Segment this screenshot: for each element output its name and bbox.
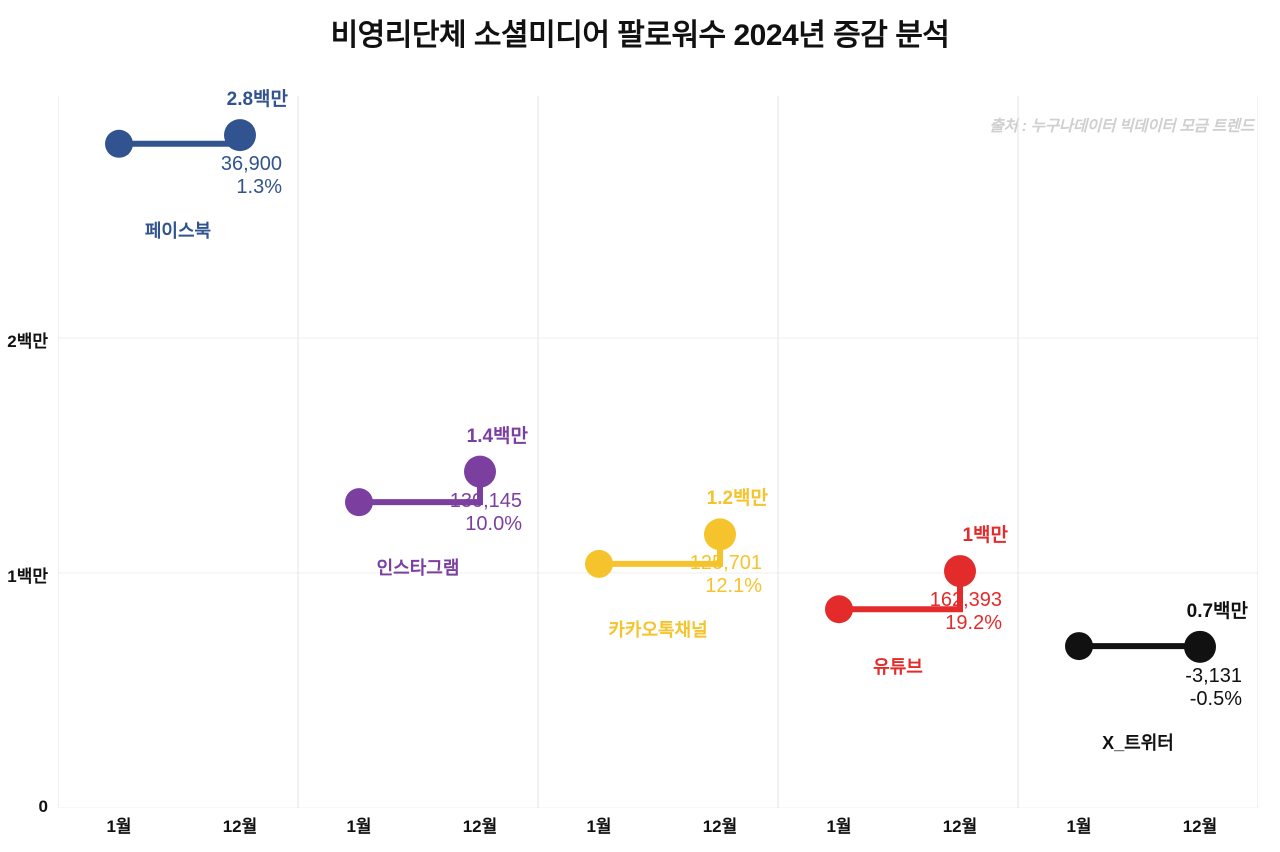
x-axis-tick-label: 12월: [942, 817, 978, 836]
series-4: [825, 555, 976, 624]
series-name-label: 유튜브: [873, 657, 923, 678]
x-axis-tick-label: 1월: [586, 817, 612, 836]
marker-end[interactable]: [1184, 630, 1216, 663]
x-axis-tick-label: 12월: [462, 817, 498, 836]
source-note: 출처 : 누구나데이터 빅데이터 모금 트렌드: [989, 118, 1254, 135]
plot-svg: [58, 96, 1258, 808]
series-delta-percent: -0.5%: [1189, 687, 1242, 710]
plot-area: [58, 96, 1258, 808]
y-axis-tick-label: 0: [38, 797, 48, 816]
series-delta-absolute: 162,393: [929, 589, 1002, 612]
y-axis-tick-label: 1백만: [7, 567, 48, 587]
series-delta-label: 36,900 1.3%: [221, 153, 282, 199]
series-delta-label: -3,131 -0.5%: [1185, 665, 1242, 711]
series-end-value-label: 0.7백만: [1186, 600, 1248, 622]
x-axis-tick-label: 1월: [826, 817, 852, 836]
series-5: [1065, 630, 1216, 663]
series-delta-label: 162,393 19.2%: [930, 589, 1002, 635]
series-delta-label: 130,145 10.0%: [450, 490, 522, 536]
marker-start[interactable]: [345, 488, 373, 517]
series-delta-label: 125,701 12.1%: [690, 552, 762, 598]
series-delta-absolute: 125,701: [689, 552, 762, 575]
y-axis-tick-label: 2백만: [7, 332, 48, 352]
series-delta-percent: 10.0%: [465, 512, 522, 535]
series-delta-percent: 1.3%: [236, 176, 282, 199]
series-name-label: 인스타그램: [376, 557, 460, 578]
series-end-value-label: 1.4백만: [466, 425, 528, 447]
series-delta-percent: 19.2%: [945, 612, 1002, 635]
series-name-label: 페이스북: [144, 221, 212, 242]
series-name-label: X_트위터: [1102, 732, 1174, 753]
x-axis-tick-label: 1월: [106, 817, 132, 836]
marker-end[interactable]: [944, 555, 976, 588]
marker-start[interactable]: [1065, 632, 1093, 661]
marker-end[interactable]: [224, 119, 256, 152]
x-axis-tick-label: 1월: [346, 817, 372, 836]
x-axis-tick-label: 12월: [222, 817, 258, 836]
series-end-value-label: 1백만: [962, 525, 1008, 547]
connector-line: [119, 135, 243, 147]
series-1: [105, 119, 256, 158]
marker-start[interactable]: [105, 129, 133, 158]
series-name-label: 카카오톡채널: [608, 620, 708, 641]
marker-start[interactable]: [825, 595, 853, 624]
series-2: [345, 455, 496, 517]
series-end-value-label: 1.2백만: [706, 488, 768, 510]
series-delta-absolute: 36,900: [220, 153, 282, 176]
marker-start[interactable]: [585, 549, 613, 578]
x-axis-tick-label: 12월: [702, 817, 738, 836]
chart-title: 비영리단체 소셜미디어 팔로워수 2024년 증감 분석: [330, 19, 950, 52]
connector-line: [1079, 643, 1203, 650]
series-delta-absolute: 130,145: [449, 489, 522, 512]
series-delta-absolute: -3,131: [1185, 664, 1242, 687]
marker-end[interactable]: [704, 518, 736, 551]
series-end-value-label: 2.8백만: [226, 89, 288, 111]
marker-end[interactable]: [464, 455, 496, 488]
x-axis-tick-label: 12월: [1182, 817, 1218, 836]
series-3: [585, 518, 736, 578]
series-delta-percent: 12.1%: [705, 575, 762, 598]
x-axis-tick-label: 1월: [1066, 817, 1092, 836]
